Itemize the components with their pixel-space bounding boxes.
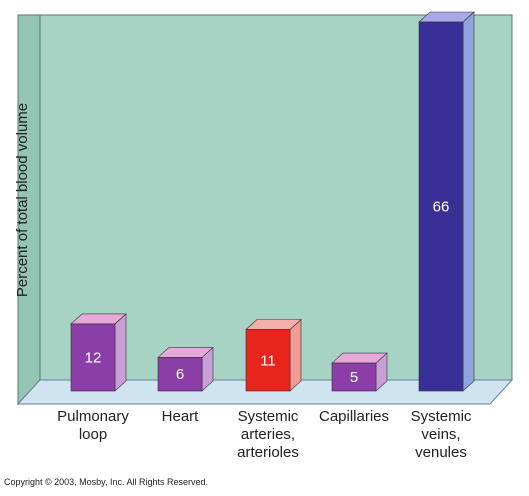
category-label: Pulmonary loop [57,408,129,443]
bar-front [157,357,203,392]
bar-0: 12 [70,313,127,392]
category-label: Heart [162,408,200,425]
bar-value-label: 11 [260,352,276,369]
bar-value-label: 6 [176,366,184,383]
y-axis-label: Percent of total blood volume [14,103,31,297]
bar-3: 5 [331,352,388,392]
bar-value-label: 5 [350,369,358,386]
chart-background [16,14,514,406]
bar-2: 11 [245,318,302,392]
category-labels: Pulmonary loop Heart Systemic arteries, arter… [57,408,472,461]
bar-value-label: 66 [433,199,450,216]
bars-group: 12 6 11 5 66 [70,11,475,392]
bar-side [462,11,475,392]
copyright-notice: Copyright © 2003, Mosby, Inc. All Rights… [4,477,209,487]
bar-1: 6 [157,346,214,392]
bar-front [331,362,377,392]
bar-4: 66 [418,11,475,392]
bar-value-label: 12 [85,349,102,366]
bar-front [245,329,291,392]
bar-side [289,318,302,392]
bar-front [70,323,116,392]
category-label: Systemic veins, venules [411,408,472,461]
bar-front [418,21,464,392]
category-label: Systemic arteries, arterioles [237,408,299,461]
bar-side [114,313,127,392]
category-label: Capillaries [319,408,389,425]
